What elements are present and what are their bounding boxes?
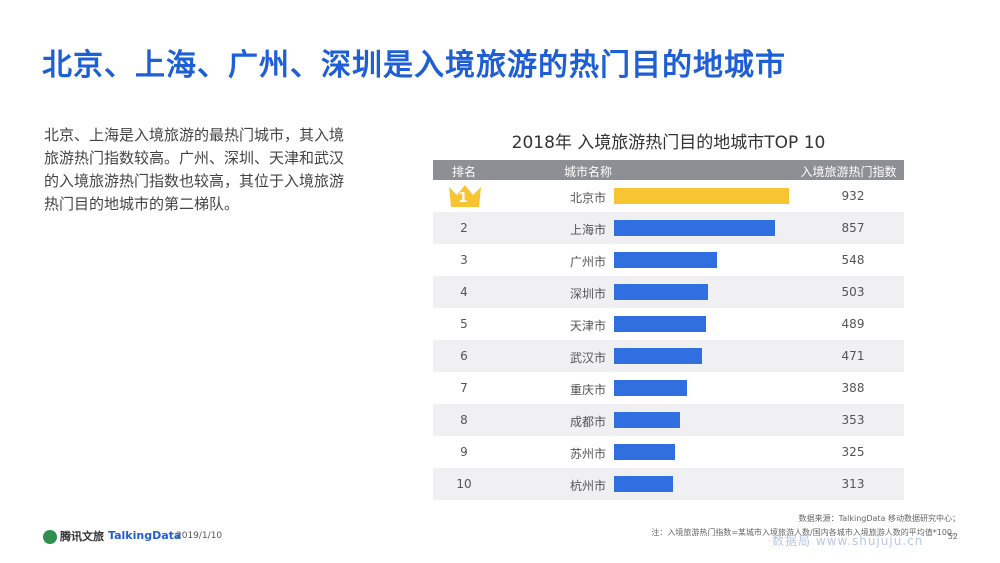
table-row: 5 天津市 489 [433, 308, 904, 340]
city-cell: 上海市 [569, 223, 606, 237]
city-cell: 武汉市 [569, 351, 606, 365]
value-label: 489 [841, 317, 865, 331]
city-cell: 重庆市 [569, 383, 606, 397]
bar-10 [614, 476, 673, 492]
watermark: 数据局 www.shujuju.cn [772, 534, 924, 548]
table-row: 7 重庆市 388 [433, 372, 904, 404]
value-label: 388 [841, 381, 865, 395]
table-row: 8 成都市 353 [433, 404, 904, 436]
city-cell: 北京市 [569, 191, 606, 205]
footer-date: 2019/1/10 [176, 531, 223, 541]
value-label: 471 [841, 349, 865, 363]
rank-cell: 2 [460, 221, 468, 235]
ranking-table: 排名 城市名称 入境旅游热门指数 1 北京市 932 2 上海市 857 3 广州市 548 4 深… [433, 160, 904, 500]
rank-cell: 5 [460, 317, 468, 331]
bar-3 [614, 252, 717, 268]
tencent-logo-icon [43, 530, 57, 544]
bar-1 [614, 188, 789, 204]
source-line: 数据来源：TalkingData 移动数据研究中心； [798, 514, 960, 523]
tencent-logo: 腾讯文旅 [43, 528, 104, 544]
value-label: 932 [841, 189, 865, 203]
value-label: 325 [841, 445, 865, 459]
header-city: 城市名称 [563, 165, 612, 179]
crown-icon [449, 185, 481, 207]
rank-cell: 6 [460, 349, 468, 363]
table-row: 1 北京市 932 [433, 180, 904, 212]
table-header: 排名 城市名称 入境旅游热门指数 [433, 160, 904, 180]
rank-cell: 10 [456, 477, 472, 491]
city-cell: 天津市 [569, 319, 606, 333]
bar-6 [614, 348, 702, 364]
talkingdata-logo: TalkingData [108, 529, 182, 542]
rank-cell: 7 [460, 381, 468, 395]
city-cell: 深圳市 [569, 287, 606, 301]
table-row: 4 深圳市 503 [433, 276, 904, 308]
tencent-logo-text: 腾讯文旅 [60, 530, 104, 543]
city-cell: 杭州市 [569, 479, 606, 493]
header-rank: 排名 [451, 165, 476, 179]
table-row: 9 苏州市 325 [433, 436, 904, 468]
table-body: 1 北京市 932 2 上海市 857 3 广州市 548 4 深圳市 503 5 天津市 489 6 武汉市 4… [433, 180, 904, 500]
bar-7 [614, 380, 687, 396]
city-cell: 广州市 [569, 255, 606, 269]
table-row: 10 杭州市 313 [433, 468, 904, 500]
bar-5 [614, 316, 706, 332]
value-label: 313 [841, 477, 865, 491]
bar-4 [614, 284, 708, 300]
rank-cell: 4 [460, 285, 468, 299]
description-text: 北京、上海是入境旅游的最热门城市，其入境旅游热门指数较高。广州、深圳、天津和武汉… [44, 126, 345, 213]
header-index: 入境旅游热门指数 [800, 165, 897, 179]
rank-cell: 9 [460, 445, 468, 459]
source-note: 数据来源：TalkingData 移动数据研究中心； 注：入境旅游热门指数=某城… [651, 512, 960, 540]
city-cell: 成都市 [569, 415, 606, 429]
table-row: 3 广州市 548 [433, 244, 904, 276]
value-label: 353 [841, 413, 865, 427]
page-number: 52 [947, 532, 958, 541]
bar-9 [614, 444, 675, 460]
table-row: 6 武汉市 471 [433, 340, 904, 372]
value-label: 548 [841, 253, 865, 267]
rank-cell: 3 [460, 253, 468, 267]
value-label: 503 [841, 285, 865, 299]
rank-cell: 8 [460, 413, 468, 427]
bar-8 [614, 412, 680, 428]
city-cell: 苏州市 [569, 447, 606, 461]
chart-title: 2018年 入境旅游热门目的地城市TOP 10 [511, 133, 826, 153]
rank-cell: 1 [458, 191, 468, 206]
note-line: 注：入境旅游热门指数=某城市入境旅游人数/国内各城市入境旅游人数的平均值*100… [651, 528, 960, 537]
page-title: 北京、上海、广州、深圳是入境旅游的热门目的地城市 [42, 48, 786, 83]
table-row: 2 上海市 857 [433, 212, 904, 244]
bar-2 [614, 220, 775, 236]
value-label: 857 [841, 221, 865, 235]
